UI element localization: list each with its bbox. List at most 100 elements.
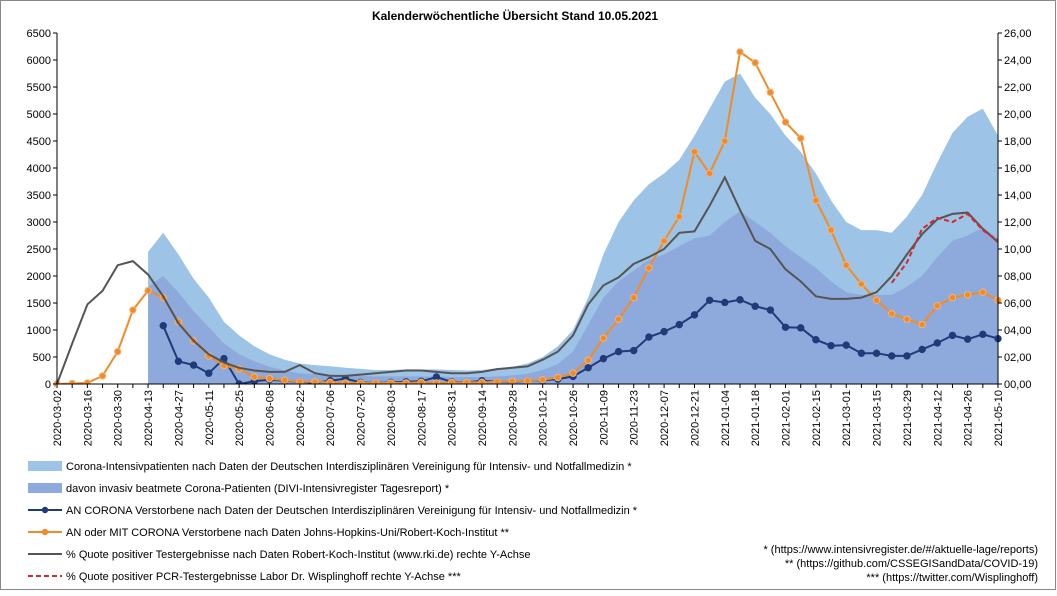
marker	[250, 373, 259, 381]
footnote: ** (https://github.com/CSSEGISandData/CO…	[785, 558, 1038, 570]
marker	[675, 320, 683, 329]
y-tick-label: 6500	[27, 28, 51, 40]
y-tick-label: 6000	[27, 55, 51, 67]
legend-marker	[41, 506, 49, 514]
marker	[705, 296, 714, 304]
marker	[584, 364, 592, 372]
marker	[751, 302, 759, 310]
y2-tick-label: 00,00	[1004, 379, 1032, 391]
x-tick-label: 2020-09-28	[507, 390, 519, 446]
marker	[584, 356, 592, 364]
marker	[630, 346, 638, 355]
marker	[918, 320, 926, 329]
series-line	[56, 175, 999, 385]
y-tick-label: 0	[45, 379, 51, 391]
x-tick-label: 2020-10-26	[568, 390, 580, 446]
x-tick-label: 2020-11-09	[598, 390, 610, 445]
marker	[614, 315, 623, 323]
x-tick-label: 2020-05-11	[204, 390, 216, 445]
y2-tick-label: 02,00	[1004, 352, 1032, 364]
legend-label: AN CORONA Verstorbene nach Daten der Deu…	[66, 505, 638, 517]
marker	[979, 330, 987, 339]
marker	[857, 349, 866, 357]
x-tick-label: 2020-05-25	[234, 390, 246, 446]
marker	[280, 376, 289, 384]
marker	[538, 375, 547, 384]
y-tick-label: 1500	[27, 298, 51, 310]
y-tick-label: 3500	[27, 190, 51, 202]
marker	[842, 261, 850, 269]
x-tick-label: 2020-12-21	[689, 390, 701, 446]
y-tick-label: 4500	[27, 136, 51, 148]
marker	[432, 373, 441, 381]
x-tick-label: 2021-03-15	[872, 390, 884, 446]
marker	[523, 377, 532, 385]
marker	[174, 357, 183, 366]
y2-tick-label: 24,00	[1004, 55, 1032, 67]
x-tick-label: 2020-04-27	[173, 390, 185, 446]
legend-marker	[41, 528, 49, 536]
x-tick-label: 2020-06-08	[264, 390, 276, 446]
marker	[812, 196, 820, 205]
legend-label: AN oder MIT CORONA Verstorbene nach Date…	[66, 527, 510, 539]
x-tick-label: 2021-04-12	[932, 390, 944, 446]
x-tick-label: 2021-02-15	[811, 390, 823, 446]
y-tick-label: 5500	[27, 82, 51, 94]
legend-swatch	[28, 483, 62, 493]
marker	[189, 361, 198, 369]
series-line	[890, 212, 999, 284]
x-tick-label: 2021-01-18	[750, 390, 762, 446]
marker	[963, 291, 972, 299]
x-tick-label: 2020-08-17	[416, 390, 428, 446]
marker	[888, 352, 896, 360]
y-tick-label: 500	[33, 352, 51, 364]
marker	[933, 339, 941, 347]
marker	[827, 226, 835, 234]
legend-label: Corona-Intensivpatienten nach Daten der …	[66, 461, 632, 473]
marker	[812, 336, 820, 344]
marker	[796, 324, 805, 332]
marker	[781, 323, 790, 331]
marker	[721, 298, 729, 307]
x-tick-label: 2020-03-02	[52, 390, 64, 446]
x-tick-label: 2020-07-20	[356, 390, 368, 446]
marker	[690, 148, 699, 156]
y2-tick-label: 16,00	[1004, 163, 1032, 175]
x-tick-label: 2021-03-01	[841, 390, 853, 446]
y2-tick-label: 26,00	[1004, 28, 1032, 40]
marker	[948, 293, 957, 302]
marker	[872, 296, 881, 304]
marker	[736, 296, 744, 304]
marker	[159, 321, 167, 330]
marker	[933, 302, 941, 310]
y2-tick-label: 14,00	[1004, 190, 1032, 202]
y-tick-label: 3000	[27, 217, 51, 229]
area	[148, 211, 999, 384]
legend-label: % Quote positiver Testergebnisse nach Da…	[66, 549, 530, 561]
y2-tick-label: 06,00	[1004, 298, 1032, 310]
marker	[645, 333, 653, 341]
marker	[857, 280, 866, 288]
x-tick-label: 2020-04-13	[143, 390, 155, 446]
marker	[766, 306, 775, 314]
x-tick-label: 2020-08-31	[447, 390, 459, 446]
y2-tick-label: 22,00	[1004, 82, 1032, 94]
marker	[599, 334, 608, 342]
x-tick-label: 2021-01-04	[720, 390, 732, 446]
marker	[554, 373, 562, 382]
x-tick-label: 2021-04-26	[963, 390, 975, 446]
y-tick-label: 2000	[27, 271, 51, 283]
legend-label: davon invasiv beatmete Corona-Patienten …	[66, 483, 450, 495]
x-tick-label: 2021-03-29	[902, 390, 914, 446]
x-tick-label: 2021-02-01	[781, 390, 793, 446]
marker	[98, 372, 107, 380]
line	[890, 212, 999, 284]
y-tick-label: 4000	[27, 163, 51, 175]
series-area	[148, 211, 999, 384]
marker	[766, 88, 775, 97]
marker	[205, 369, 213, 377]
legend-swatch	[28, 461, 62, 471]
x-tick-label: 2020-12-07	[659, 390, 671, 446]
chart-title: Kalenderwöchentliche Übersicht Stand 10.…	[372, 8, 658, 23]
